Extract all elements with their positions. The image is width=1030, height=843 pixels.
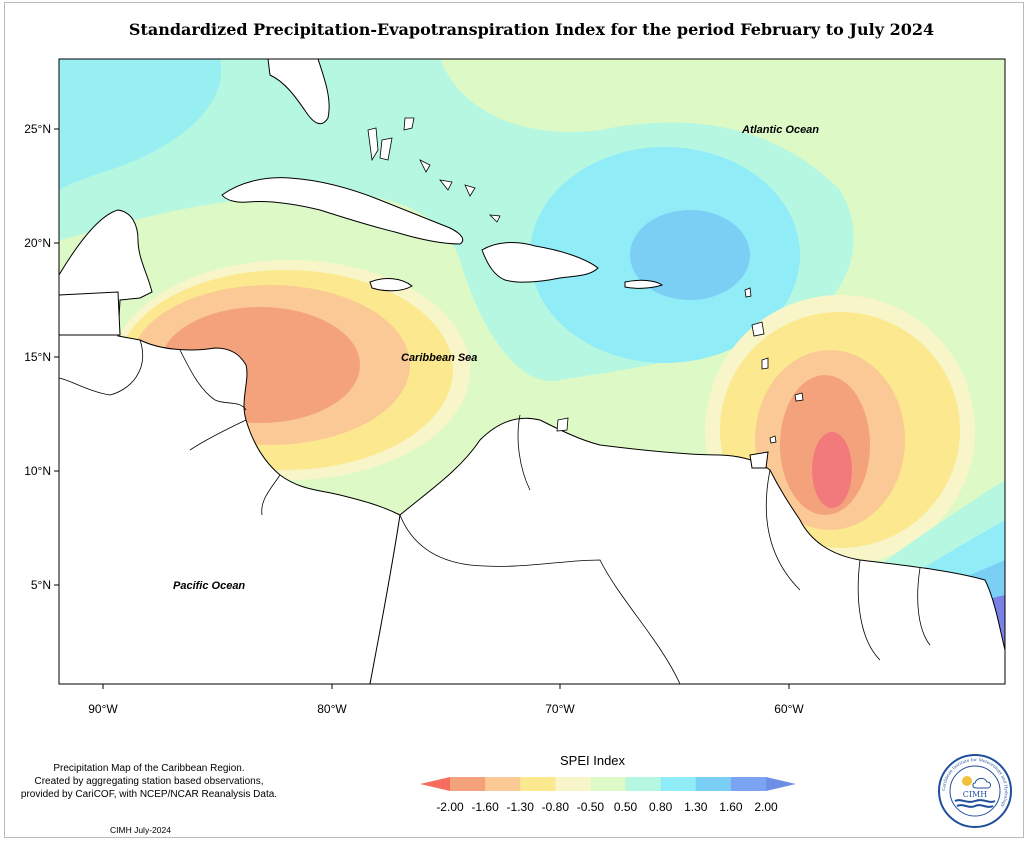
sun-icon	[962, 776, 972, 786]
logo-inner	[949, 765, 1001, 817]
lat-label: 10°N	[24, 464, 51, 478]
border-suriname-guiana	[917, 567, 931, 646]
legend-label: 0.80	[648, 800, 673, 814]
legend-swatch	[590, 777, 627, 791]
spei-field	[59, 59, 1005, 684]
border-honduras	[179, 349, 247, 411]
credits-line: Precipitation Map of the Caribbean Regio…	[53, 763, 245, 774]
island-cat	[419, 159, 431, 173]
island-eleuthera	[379, 137, 393, 161]
land-puerto-rico	[624, 279, 664, 289]
island-abaco	[403, 117, 415, 131]
island-grenada	[769, 435, 777, 444]
legend-swatch	[660, 777, 697, 791]
lon-label: 70°W	[545, 702, 575, 716]
border-venezuela-guyana	[765, 469, 801, 591]
credits-line: provided by CariCOF, with NCEP/NCAR Rean…	[20, 789, 278, 800]
legend-label: 0.50	[613, 800, 638, 814]
page-frame	[4, 2, 1024, 838]
axis-ticks	[54, 128, 790, 689]
field-wet-blob-core	[630, 210, 750, 300]
land-jamaica	[369, 278, 413, 292]
border-guyana-suriname	[857, 559, 881, 661]
legend-label: 1.60	[719, 800, 743, 814]
field-wet-nw-core	[59, 59, 222, 190]
legend-swatch	[625, 777, 662, 791]
legend-label: -2.00	[436, 800, 464, 814]
legend-arrow-low	[420, 777, 450, 791]
credits-block: Precipitation Map of the Caribbean Regio…	[8, 762, 290, 801]
legend-title: SPEI Index	[560, 753, 626, 768]
small-islands	[367, 117, 804, 444]
cimh-logo: CIMH Caribbean Institute for Meteorology…	[938, 754, 1012, 828]
lat-label: 20°N	[24, 236, 51, 250]
legend-swatch	[730, 777, 767, 791]
island-turks	[488, 214, 501, 223]
label-pacific-ocean: Pacific Ocean	[173, 580, 245, 592]
border-nicaragua	[189, 419, 247, 451]
border-lake-maracaibo	[517, 414, 531, 491]
land-cuba	[221, 177, 464, 245]
legend-label: -0.80	[541, 800, 569, 814]
legend-label: -1.60	[471, 800, 499, 814]
island-dominica	[751, 321, 765, 337]
field-dry-east-core	[812, 432, 852, 508]
lon-label: 60°W	[774, 702, 804, 716]
legend-label: 2.00	[754, 800, 778, 814]
land-hispaniola	[481, 242, 599, 283]
land-trinidad	[749, 451, 769, 469]
island-st-lucia	[761, 357, 769, 370]
legend-label: -0.50	[576, 800, 605, 814]
legend-swatch	[450, 777, 486, 791]
legend-label: -1.30	[506, 800, 534, 814]
legend-swatch	[520, 777, 556, 791]
legend-swatch	[695, 777, 732, 791]
land-south-america	[369, 417, 1005, 684]
lat-labels: 25°N 20°N 15°N 10°N 5°N	[24, 122, 51, 592]
lat-label: 5°N	[31, 578, 51, 592]
island-guadeloupe	[744, 287, 752, 298]
border-guatemala	[59, 339, 143, 396]
label-atlantic-ocean: Atlantic Ocean	[741, 124, 819, 136]
credits-date: CIMH July-2024	[110, 825, 171, 835]
island-andros	[367, 127, 379, 162]
border-costa-rica	[261, 474, 281, 516]
wave-icon	[954, 799, 996, 803]
credits-line: Created by aggregating station based obs…	[34, 776, 264, 787]
island-acklins	[464, 184, 476, 197]
wave-icon	[956, 804, 994, 808]
lon-labels: 90°W 80°W 70°W 60°W	[88, 702, 804, 716]
label-caribbean-sea: Caribbean Sea	[401, 352, 477, 364]
legend-swatch	[555, 777, 591, 791]
land-yucatan-box	[59, 291, 121, 336]
lon-label: 90°W	[88, 702, 118, 716]
island-curacao	[556, 417, 569, 432]
map-title: Standardized Precipitation-Evapotranspir…	[128, 20, 935, 39]
border-colombia-venezuela	[399, 514, 681, 684]
land-florida	[267, 59, 330, 125]
logo-name: CIMH	[963, 790, 987, 799]
cloud-icon	[972, 777, 991, 789]
lon-label: 80°W	[317, 702, 347, 716]
legend-colorbar	[420, 777, 796, 791]
legend-swatch	[485, 777, 521, 791]
land-central-america	[59, 209, 411, 684]
land-masks	[59, 59, 1005, 684]
legend-arrow-high	[766, 777, 796, 791]
map-border	[58, 58, 1006, 685]
island-barbados	[794, 392, 804, 402]
lat-label: 25°N	[24, 122, 51, 136]
country-borders	[59, 339, 931, 684]
legend-label: 1.30	[684, 800, 708, 814]
lat-label: 15°N	[24, 350, 51, 364]
island-long	[439, 179, 453, 191]
